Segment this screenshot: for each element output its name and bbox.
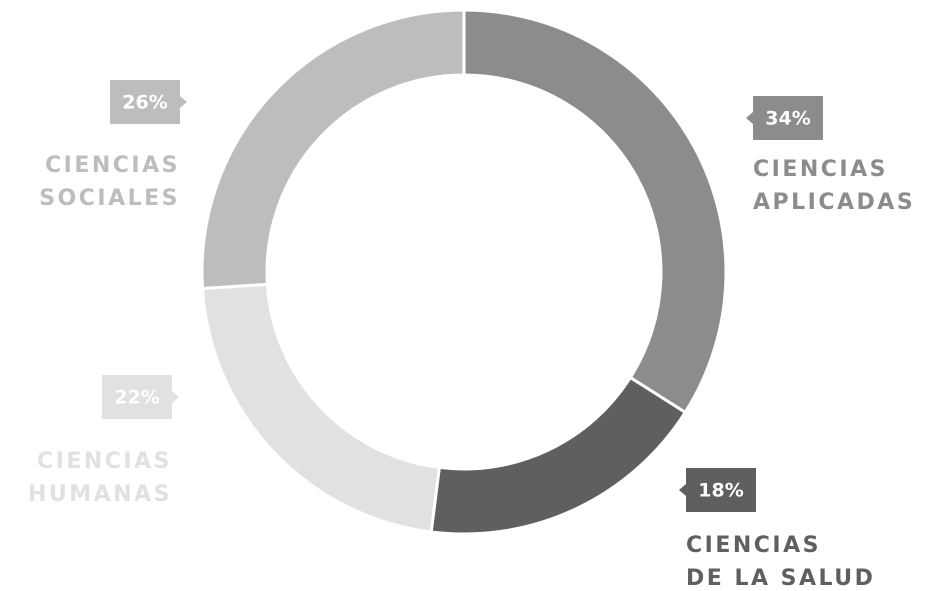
category-label: DE LA SALUD [686, 566, 875, 591]
label-badge [102, 375, 172, 419]
label-badge [686, 468, 756, 512]
badge-pointer [746, 112, 753, 124]
slice-label: 22% CIENCIAS HUMANAS [28, 375, 179, 507]
category-label: HUMANAS [28, 482, 172, 507]
category-label: CIENCIAS [37, 449, 172, 474]
category-label: CIENCIAS [686, 533, 821, 558]
label-badge [110, 80, 180, 124]
badge-pointer [679, 484, 686, 496]
donut-slice [200, 8, 466, 291]
badge-pointer [172, 391, 179, 403]
slice-label: 18% CIENCIAS DE LA SALUD [679, 468, 875, 591]
value-label: 18% [698, 480, 743, 502]
category-label: CIENCIAS [753, 157, 888, 182]
category-label: CIENCIAS [45, 153, 180, 178]
donut-slice [429, 375, 688, 536]
donut-slice [200, 282, 441, 534]
category-label: SOCIALES [39, 186, 180, 211]
donut-slice [462, 8, 728, 415]
slice-label: 26% CIENCIAS SOCIALES [39, 80, 187, 211]
slice-label: 34% CIENCIAS APLICADAS [746, 96, 915, 215]
label-badge [753, 96, 823, 140]
badge-pointer [180, 96, 187, 108]
value-label: 34% [765, 108, 810, 130]
category-label: APLICADAS [753, 190, 915, 215]
value-label: 22% [114, 387, 159, 409]
value-label: 26% [122, 92, 167, 114]
